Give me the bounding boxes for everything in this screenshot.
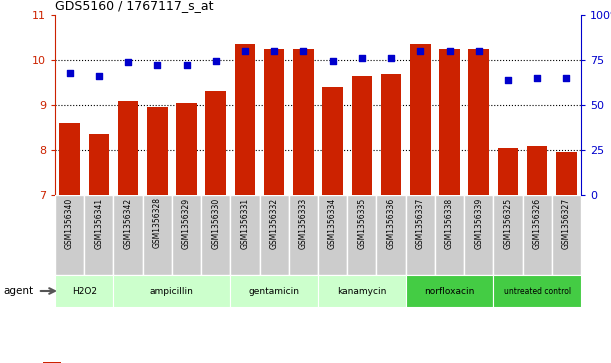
Bar — [493, 195, 522, 275]
Bar — [43, 362, 61, 363]
Text: GSM1356333: GSM1356333 — [299, 197, 308, 249]
Bar — [381, 73, 401, 195]
Bar — [406, 195, 435, 275]
Bar — [172, 195, 201, 275]
Text: GSM1356328: GSM1356328 — [153, 197, 162, 248]
Text: GSM1356327: GSM1356327 — [562, 197, 571, 249]
Text: GSM1356336: GSM1356336 — [387, 197, 395, 249]
Text: GSM1356332: GSM1356332 — [269, 197, 279, 249]
Bar — [84, 195, 114, 275]
Text: GDS5160 / 1767117_s_at: GDS5160 / 1767117_s_at — [55, 0, 213, 12]
Bar — [230, 275, 318, 307]
Bar — [118, 101, 138, 195]
Bar — [522, 195, 552, 275]
Point — [503, 77, 513, 83]
Bar — [289, 195, 318, 275]
Bar — [142, 195, 172, 275]
Bar — [406, 275, 493, 307]
Bar — [552, 195, 581, 275]
Point — [65, 70, 75, 76]
Bar — [318, 275, 406, 307]
Text: GSM1356340: GSM1356340 — [65, 197, 74, 249]
Point — [386, 55, 396, 61]
Point — [532, 75, 542, 81]
Text: GSM1356331: GSM1356331 — [241, 197, 249, 249]
Text: GSM1356334: GSM1356334 — [328, 197, 337, 249]
Text: GSM1356329: GSM1356329 — [182, 197, 191, 249]
Bar — [55, 195, 84, 275]
Text: GSM1356337: GSM1356337 — [415, 197, 425, 249]
Text: GSM1356338: GSM1356338 — [445, 197, 454, 249]
Bar — [176, 103, 197, 195]
Point — [181, 62, 191, 68]
Point — [240, 48, 250, 54]
Bar — [439, 49, 459, 195]
Point — [211, 58, 221, 64]
Bar — [556, 152, 577, 195]
Bar — [89, 134, 109, 195]
Bar — [347, 195, 376, 275]
Text: ampicillin: ampicillin — [150, 286, 194, 295]
Bar — [55, 275, 114, 307]
Bar — [230, 195, 260, 275]
Bar — [435, 195, 464, 275]
Text: GSM1356330: GSM1356330 — [211, 197, 220, 249]
Bar — [376, 195, 406, 275]
Point — [357, 55, 367, 61]
Point — [299, 48, 309, 54]
Point — [269, 48, 279, 54]
Bar — [464, 195, 493, 275]
Text: norfloxacin: norfloxacin — [424, 286, 475, 295]
Bar — [201, 195, 230, 275]
Point — [327, 58, 337, 64]
Point — [562, 75, 571, 81]
Bar — [498, 148, 518, 195]
Text: GSM1356342: GSM1356342 — [123, 197, 133, 249]
Text: GSM1356339: GSM1356339 — [474, 197, 483, 249]
Text: untreated control: untreated control — [503, 286, 571, 295]
Point — [123, 59, 133, 65]
Text: GSM1356326: GSM1356326 — [533, 197, 542, 249]
Bar — [293, 49, 313, 195]
Bar — [493, 275, 581, 307]
Bar — [205, 91, 226, 195]
Bar — [264, 49, 284, 195]
Text: GSM1356335: GSM1356335 — [357, 197, 367, 249]
Bar — [318, 195, 347, 275]
Bar — [147, 107, 167, 195]
Bar — [114, 275, 230, 307]
Text: gentamicin: gentamicin — [249, 286, 299, 295]
Bar — [260, 195, 289, 275]
Text: GSM1356341: GSM1356341 — [94, 197, 103, 249]
Bar — [114, 195, 142, 275]
Text: kanamycin: kanamycin — [337, 286, 387, 295]
Text: H2O2: H2O2 — [71, 286, 97, 295]
Bar — [323, 87, 343, 195]
Bar — [527, 146, 547, 195]
Point — [474, 48, 484, 54]
Bar — [59, 123, 80, 195]
Point — [94, 73, 104, 79]
Point — [445, 48, 455, 54]
Bar — [469, 49, 489, 195]
Bar — [410, 44, 431, 195]
Point — [152, 62, 162, 68]
Text: GSM1356325: GSM1356325 — [503, 197, 513, 249]
Bar — [235, 44, 255, 195]
Bar — [351, 76, 372, 195]
Point — [415, 48, 425, 54]
Text: agent: agent — [3, 286, 33, 296]
